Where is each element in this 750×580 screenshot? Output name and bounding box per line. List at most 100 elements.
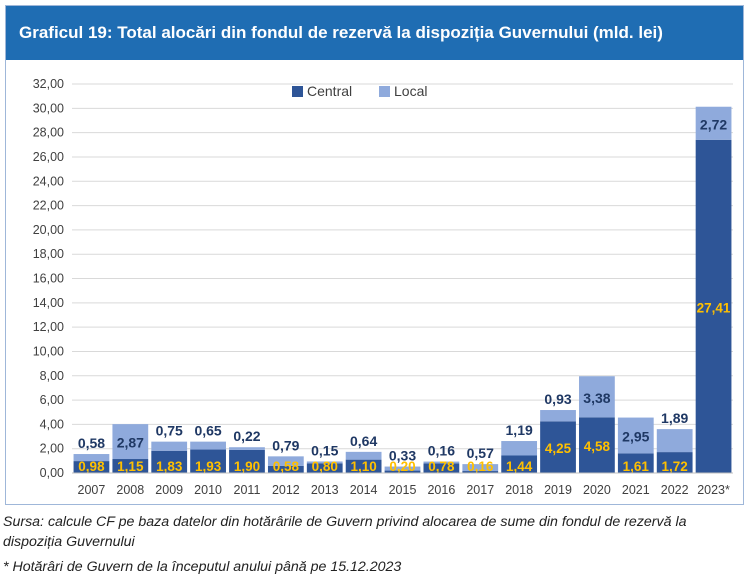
bar-local — [462, 464, 499, 472]
y-tick-label: 0,00 — [40, 466, 64, 480]
y-tick-label: 20,00 — [33, 223, 64, 237]
bar-central — [112, 459, 149, 473]
bar-local — [617, 417, 654, 454]
data-label-local: 1,89 — [661, 410, 688, 426]
x-tick-label: 2017 — [466, 483, 494, 497]
y-tick-label: 2,00 — [40, 442, 64, 456]
x-tick-label: 2007 — [78, 483, 106, 497]
data-label-local: 0,16 — [428, 443, 455, 459]
data-label-local: 0,64 — [350, 433, 377, 449]
data-label-local: 3,38 — [583, 390, 610, 406]
x-tick-label: 2008 — [116, 483, 144, 497]
y-tick-label: 14,00 — [33, 296, 64, 310]
data-label-local: 0,15 — [311, 442, 338, 458]
x-tick-label: 2019 — [544, 483, 572, 497]
data-label-central: 1,44 — [506, 459, 533, 474]
bar-local — [306, 461, 343, 464]
bar-local — [579, 376, 615, 418]
data-label-central: 4,58 — [584, 439, 611, 454]
x-tick-label: 2022 — [661, 483, 689, 497]
bar-central — [345, 459, 382, 473]
legend-label-local: Local — [394, 83, 427, 99]
bar-local — [229, 447, 265, 450]
data-label-local: 2,72 — [700, 116, 727, 132]
chart: 0,00 2,00 4,00 6,00 8,00 10,00 12,00 14,00 16,00… — [33, 77, 733, 497]
data-label-central: 0,58 — [273, 459, 300, 474]
x-tick-label: 2021 — [622, 483, 650, 497]
data-label-local: 0,93 — [544, 391, 571, 407]
bar-central — [190, 449, 226, 473]
y-tick-label: 10,00 — [33, 344, 64, 358]
y-tick-label: 30,00 — [33, 101, 64, 115]
data-label-central: 0,78 — [428, 459, 455, 474]
bar-central — [73, 461, 110, 473]
data-label-local: 2,95 — [622, 428, 649, 444]
data-label-central: 1,83 — [156, 459, 183, 474]
bar-central — [656, 452, 693, 473]
y-tick-label: 28,00 — [33, 126, 64, 140]
bar-local — [501, 441, 538, 456]
x-tick-label: 2015 — [389, 483, 417, 497]
data-label-central: 0,98 — [78, 459, 105, 474]
bar-local — [151, 441, 188, 451]
bar-central — [617, 453, 654, 473]
x-tick-label: 2014 — [350, 483, 378, 497]
x-tick-label: 2013 — [311, 483, 339, 497]
bar-local — [423, 461, 460, 464]
y-tick-label: 32,00 — [33, 77, 64, 91]
y-tick-label: 18,00 — [33, 247, 64, 261]
bar-central — [384, 470, 421, 473]
bar-central — [151, 450, 188, 473]
data-label-local: 0,57 — [467, 445, 494, 461]
data-label-central: 0,20 — [389, 459, 415, 474]
bar-central — [462, 471, 499, 473]
y-tick-label: 6,00 — [40, 393, 64, 407]
x-tick-label: 2016 — [427, 483, 455, 497]
y-tick-label: 8,00 — [40, 369, 64, 383]
data-label-local: 0,22 — [233, 428, 260, 444]
x-tick-label: 2009 — [155, 483, 183, 497]
chart-title: Graficul 19: Total alocări din fondul de… — [6, 6, 743, 60]
data-label-local: 2,87 — [117, 435, 144, 451]
data-label-central: 1,93 — [195, 459, 222, 474]
x-tick-label: 2020 — [583, 483, 611, 497]
data-label-central: 1,10 — [350, 459, 376, 474]
data-label-central: 1,61 — [623, 459, 650, 474]
legend-label-central: Central — [307, 83, 352, 99]
data-label-local: 0,33 — [389, 448, 416, 464]
y-tick-label: 22,00 — [33, 199, 64, 213]
chart-frame: Graficul 19: Total alocări din fondul de… — [5, 5, 744, 505]
x-tick-label: 2010 — [194, 483, 222, 497]
bar-central — [267, 465, 304, 473]
x-tick-label: 2012 — [272, 483, 300, 497]
y-tick-label: 4,00 — [40, 417, 64, 431]
bar-local — [540, 410, 576, 422]
bar-local — [267, 456, 304, 466]
data-label-local: 0,65 — [194, 423, 221, 439]
data-label-local: 0,58 — [78, 435, 105, 451]
bar-central — [540, 421, 576, 473]
bar-central — [423, 463, 460, 473]
bar-central — [229, 449, 265, 473]
data-label-local: 0,75 — [156, 423, 183, 439]
data-label-central: 0,16 — [467, 459, 494, 474]
bar-local — [190, 441, 226, 450]
bar-central — [579, 417, 615, 473]
data-label-central: 1,15 — [117, 459, 144, 474]
x-tick-label: 2018 — [505, 483, 533, 497]
y-tick-label: 12,00 — [33, 320, 64, 334]
bar-local — [73, 454, 110, 462]
bar-local — [345, 451, 382, 460]
y-tick-label: 24,00 — [33, 174, 64, 188]
y-tick-label: 26,00 — [33, 150, 64, 164]
x-tick-label: 2023* — [697, 483, 730, 497]
bar-central — [501, 455, 538, 473]
bar-local — [112, 424, 149, 460]
data-label-central: 4,25 — [545, 441, 572, 456]
data-label-central: 0,80 — [312, 459, 338, 474]
bar-local — [656, 429, 693, 453]
data-label-local: 1,19 — [506, 422, 533, 438]
data-label-central: 1,72 — [662, 459, 688, 474]
bar-local — [384, 466, 421, 471]
legend-swatch-local — [379, 86, 390, 97]
